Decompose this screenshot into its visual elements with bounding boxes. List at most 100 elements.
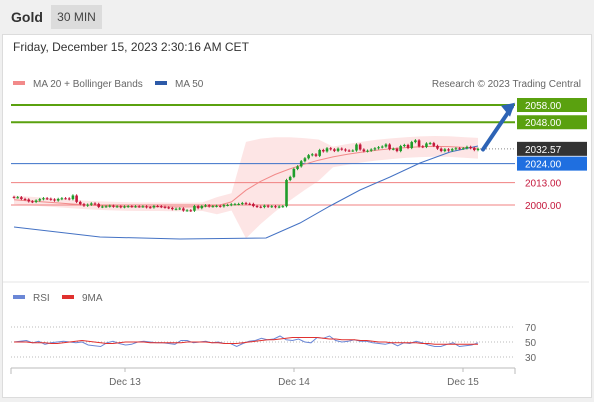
- rsi-line: [13, 335, 479, 348]
- candle-body: [45, 198, 49, 200]
- candle-body: [248, 203, 251, 205]
- candle-body: [307, 155, 310, 159]
- projection-arrow: [481, 102, 515, 152]
- candle-body: [237, 203, 240, 205]
- candle-body: [318, 150, 321, 156]
- level-label-5: 2000.00: [525, 201, 562, 212]
- candle-body: [358, 144, 362, 150]
- candle-body: [428, 143, 432, 145]
- candle-body: [303, 158, 307, 162]
- candle-body: [148, 207, 152, 209]
- level-label-1: 2048.00: [525, 118, 562, 129]
- candle-body: [366, 150, 369, 152]
- candle-body: [93, 203, 97, 205]
- time-axis: Dec 13 Dec 14 Dec 15: [109, 368, 479, 388]
- candle-body: [64, 198, 67, 200]
- candle-body: [384, 144, 388, 147]
- candle-body: [67, 198, 71, 200]
- candle-body: [329, 148, 332, 150]
- candle-body: [244, 203, 248, 205]
- candle-body: [23, 198, 27, 200]
- candle-body: [12, 196, 16, 198]
- candle-body: [447, 149, 450, 151]
- level-tag-0: [517, 98, 587, 113]
- candle-body: [351, 150, 355, 152]
- candle-body: [469, 146, 472, 149]
- candle-body: [369, 149, 373, 151]
- candle-body: [288, 176, 292, 181]
- candle-body: [314, 154, 318, 156]
- candle-body: [285, 180, 288, 207]
- candle-body: [108, 205, 112, 207]
- candle-body: [156, 206, 159, 208]
- candle-body: [145, 206, 148, 208]
- candle-body: [362, 149, 366, 152]
- candle-body: [182, 208, 185, 211]
- candle-body: [263, 205, 266, 208]
- candle-body: [134, 206, 137, 208]
- candle-body: [119, 206, 123, 208]
- time-tick-label: Dec 15: [447, 377, 479, 388]
- candle-body: [160, 206, 163, 208]
- timeframe-tab[interactable]: 30 MIN: [51, 5, 102, 29]
- candle-body: [454, 148, 458, 150]
- candle-body: [270, 206, 274, 208]
- candle-body: [432, 143, 436, 146]
- chart-datetime: Friday, December 15, 2023 2:30:16 AM CET: [13, 40, 249, 54]
- candle-body: [71, 195, 75, 200]
- candle-body: [377, 147, 380, 149]
- bollinger-band-area: [14, 136, 478, 239]
- candle-body: [112, 205, 115, 207]
- candle-body: [266, 205, 270, 207]
- candle-body: [292, 168, 296, 177]
- candle-body: [215, 205, 218, 207]
- candle-body: [130, 206, 134, 208]
- level-lines: [11, 104, 515, 206]
- candle-body: [417, 140, 421, 147]
- candle-body: [75, 195, 78, 202]
- candle-body: [414, 140, 417, 143]
- ma50-line: [13, 145, 479, 240]
- candle-body: [193, 206, 196, 211]
- candle-body: [296, 166, 299, 169]
- candle-body: [171, 207, 174, 210]
- candle-body: [60, 198, 64, 200]
- candle-body: [178, 208, 182, 210]
- candle-body: [277, 206, 281, 208]
- candle-body: [333, 149, 336, 151]
- candle-body: [211, 206, 215, 208]
- candle-body: [20, 197, 23, 199]
- candle-body: [196, 206, 200, 209]
- candle-body: [34, 200, 38, 202]
- candle-body: [310, 154, 314, 156]
- candle-body: [42, 198, 45, 200]
- candle-body: [218, 205, 222, 207]
- candle-body: [189, 210, 193, 212]
- rsi-legend-swatch: [13, 295, 25, 299]
- candle-body: [436, 145, 439, 149]
- candle-body: [325, 148, 329, 152]
- candle-body: [406, 145, 410, 148]
- price-candles: [12, 139, 480, 212]
- candle-body: [200, 206, 204, 209]
- candle-body: [399, 146, 402, 152]
- rsi-ma-legend-label: 9MA: [82, 293, 103, 304]
- candle-body: [31, 201, 34, 203]
- candle-body: [49, 198, 53, 200]
- rsi-ma-legend-swatch: [62, 295, 74, 299]
- candle-body: [229, 204, 233, 206]
- candle-body: [322, 150, 325, 152]
- projection-arrow-head: [501, 102, 515, 117]
- candle-body: [97, 203, 100, 207]
- candle-body: [344, 149, 347, 151]
- candle-body: [252, 203, 255, 207]
- candle-body: [355, 144, 358, 151]
- ma50-legend-swatch: [155, 81, 167, 85]
- candle-body: [465, 146, 469, 149]
- header-bar: Gold 30 MIN: [0, 0, 594, 34]
- candle-body: [185, 210, 189, 212]
- candle-body: [207, 205, 211, 207]
- rsi-legend-label: RSI: [33, 293, 50, 304]
- candle-body: [259, 206, 263, 208]
